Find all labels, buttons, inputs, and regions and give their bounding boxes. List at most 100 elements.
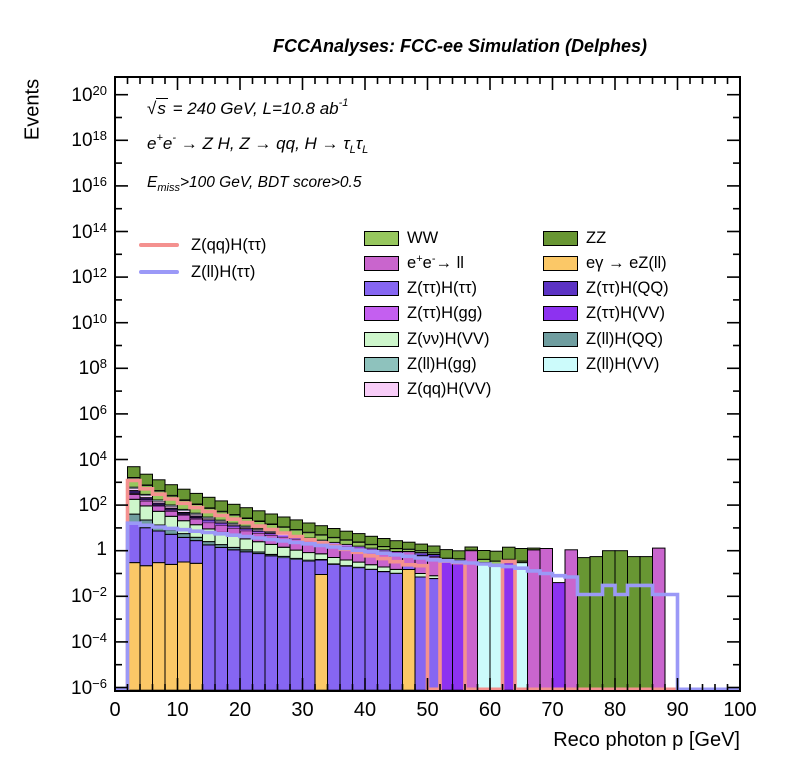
histogram-segment-ZZ (427, 545, 441, 554)
histogram-segment-ee_ll (139, 500, 153, 507)
histogram-segment-Ztt_Htt (152, 530, 166, 564)
histogram-segment-Zqq_HVV (127, 487, 141, 492)
histogram-segment-Ztt_Htt (177, 536, 191, 563)
histogram-segment-Ztt_Htt (214, 546, 228, 691)
histogram-segment-Ztt_HQQ (265, 533, 278, 535)
histogram-segment-egamma_eZll (152, 562, 166, 691)
histogram-segment-ZZ (489, 550, 503, 562)
histogram-segment-Ztt_HVV (365, 548, 378, 550)
histogram-segment-Zll_HVV (477, 562, 491, 691)
histogram-segment-Znn_HVV (239, 538, 253, 551)
histogram-segment-ee_ll (177, 514, 191, 522)
histogram-segment-ZZ (577, 557, 591, 691)
histogram-segment-ZZ (364, 535, 378, 545)
histogram-segment-ZZ (252, 510, 266, 522)
histogram-segment-WW (402, 548, 416, 553)
histogram-segment-ZZ (289, 519, 303, 531)
histogram-segment-Znn_HVV (227, 535, 241, 548)
histogram-segment-ZZ (227, 503, 241, 516)
histogram-segment-Zqq_HVV (227, 523, 241, 527)
histogram-segment-Znn_HVV (289, 549, 303, 559)
histogram-segment-Ztt_Hgg (277, 536, 290, 537)
histogram-segment-Znn_HVV (177, 520, 191, 535)
histogram-segment-Ztt_HQQ (252, 531, 265, 533)
histogram-segment-Ztt_Htt (202, 544, 216, 691)
histogram-segment-Ztt_Htt (427, 578, 441, 691)
histogram-segment-Ztt_HQQ (177, 512, 191, 515)
histogram-segment-Znn_HVV (302, 552, 316, 561)
histogram-segment-Ztt_Htt (377, 571, 391, 691)
histogram-segment-ZZ (377, 538, 391, 547)
histogram-segment-Zll_HVV (489, 563, 503, 691)
histogram-segment-Ztt_Htt (289, 558, 303, 691)
histogram-segment-Ztt_Htt (389, 573, 403, 691)
histogram-segment-WW (327, 537, 341, 543)
histogram-segment-Ztt_Htt (414, 576, 428, 691)
histogram-segment-ZZ (277, 516, 291, 528)
histogram-segment-Zqq_HVV (164, 505, 178, 509)
histogram-segment-ZZ (314, 525, 328, 536)
histogram-segment-ZZ (477, 550, 491, 560)
histogram-segment-ZZ (627, 556, 641, 691)
histogram-segment-Ztt_HVV (452, 561, 466, 691)
histogram-segment-Znn_HVV (277, 546, 291, 557)
histogram-segment-Zqq_HVV (202, 517, 216, 521)
histogram-segment-ZZ (389, 540, 403, 550)
histogram-segment-ee_ll (539, 548, 553, 691)
histogram-segment-Ztt_Htt (277, 557, 291, 691)
histogram-segment-Ztt_Htt (127, 523, 141, 564)
histogram-segment-Ztt_Hgg (152, 505, 165, 507)
histogram-segment-ee_ll (152, 505, 166, 512)
histogram-segment-Znn_HVV (352, 561, 366, 568)
histogram-segment-Zll_HVV (190, 513, 203, 515)
histogram-segment-Ztt_HVV (327, 543, 340, 544)
signal-line-Zqq_Htt (115, 478, 740, 692)
histogram-segment-Ztt_Hgg (227, 527, 240, 529)
histogram-segment-Ztt_HVV (502, 562, 516, 691)
histogram-segment-Ztt_Htt (227, 549, 241, 691)
histogram-segment-ZZ (302, 522, 316, 533)
histogram-segment-Ztt_Hgg (215, 524, 228, 526)
histogram-segment-ZZ (639, 556, 653, 691)
histogram-segment-Ztt_Htt (189, 540, 203, 564)
histogram-segment-Zqq_HVV (189, 513, 203, 517)
histogram-segment-Zll_HQQ (277, 556, 290, 558)
histogram-segment-egamma_eZll (314, 574, 328, 691)
histogram-segment-ZZ (177, 488, 191, 501)
histogram-segment-Ztt_HVV (390, 552, 403, 553)
histogram-segment-egamma_eZll (189, 562, 203, 691)
histogram-segment-Znn_HVV (264, 543, 278, 555)
histogram-segment-Zqq_HVV (340, 544, 353, 546)
histogram-segment-ee_ll (214, 524, 228, 533)
histogram-segment-Ztt_HVV (340, 545, 353, 546)
histogram-segment-Zll_HVV (514, 562, 528, 691)
histogram-segment-egamma_eZll (177, 561, 191, 691)
histogram-segment-ee_ll (164, 510, 178, 517)
histogram-segment-Znn_HVV (414, 573, 428, 578)
histogram-segment-Ztt_Hgg (252, 532, 265, 533)
histogram-segment-Znn_HVV (389, 568, 403, 574)
histogram-segment-Zqq_HVV (352, 546, 365, 547)
histogram-segment-WW (377, 546, 391, 551)
histogram-segment-Ztt_HVV (277, 535, 290, 536)
histogram-segment-Zqq_HVV (177, 509, 191, 513)
histogram-segment-ZZ (202, 496, 216, 509)
histogram-segment-ZZ (189, 492, 203, 505)
histogram-segment-Ztt_HQQ (414, 552, 428, 557)
histogram-segment-WW (389, 548, 403, 553)
histogram-segment-Zqq_HVV (327, 542, 340, 544)
histogram-segment-Ztt_Hgg (240, 530, 253, 531)
signal-line-Zll_Htt (115, 521, 740, 692)
histogram-segment-Zqq_HVV (277, 534, 290, 536)
histogram-segment-Ztt_HQQ (227, 526, 240, 528)
histogram-segment-Znn_HVV (314, 553, 328, 560)
histogram-segment-ZZ (164, 484, 178, 496)
histogram-segment-Ztt_HVV (439, 559, 453, 691)
histogram-segment-Ztt_HQQ (277, 535, 290, 537)
histogram-segment-Ztt_Hgg (340, 545, 353, 547)
histogram-segment-Ztt_Htt (164, 533, 178, 565)
histogram-segment-WW (339, 539, 353, 545)
histogram-segment-ZZ (527, 547, 541, 551)
